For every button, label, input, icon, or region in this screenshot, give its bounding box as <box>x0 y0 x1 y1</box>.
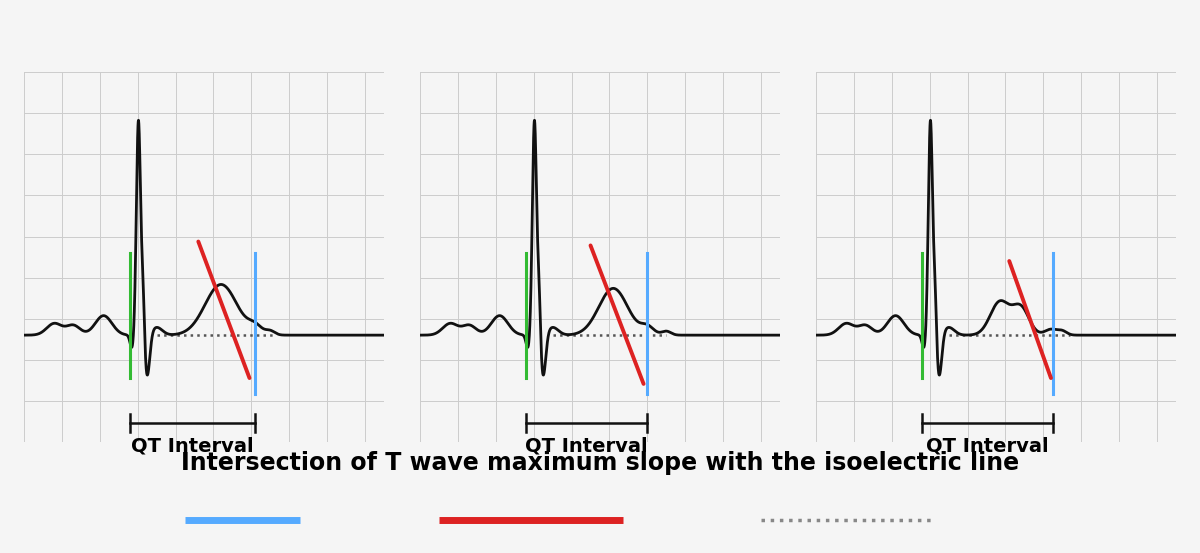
Text: QT Interval: QT Interval <box>926 437 1049 456</box>
Text: QT Interval: QT Interval <box>526 437 648 456</box>
Text: QT Interval: QT Interval <box>131 437 254 456</box>
Text: Intersection of T wave maximum slope with the isoelectric line: Intersection of T wave maximum slope wit… <box>181 451 1019 475</box>
